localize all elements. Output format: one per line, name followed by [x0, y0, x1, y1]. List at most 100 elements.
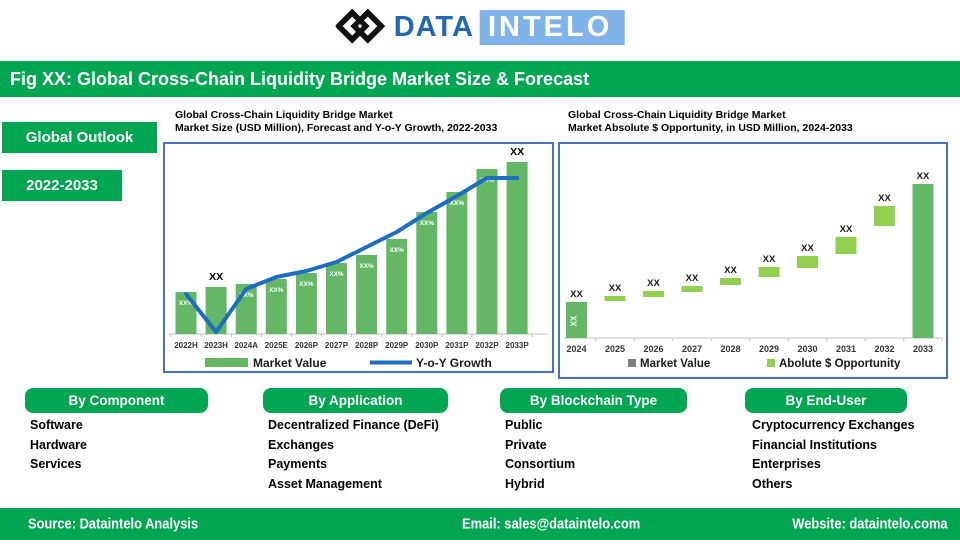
yoy-growth-line [184, 176, 520, 334]
left-chart-title: Global Cross-Chain Liquidity Bridge Mark… [175, 109, 497, 135]
legend-swatch-market-value [205, 358, 248, 367]
opportunity-step-2027 [681, 286, 703, 292]
opportunity-step-2031 [835, 237, 857, 254]
x-axis-label: 2027 [682, 344, 702, 354]
right-chart-title-line1: Global Cross-Chain Liquidity Bridge Mark… [568, 109, 786, 121]
market-value-bar-2027P [326, 263, 347, 334]
bar-value-label: XX [724, 265, 737, 276]
segment-item: Hybrid [505, 476, 545, 491]
footer-bar: Source: Dataintelo Analysis Email: sales… [0, 508, 960, 540]
segment-item: Asset Management [268, 476, 382, 491]
bar-value-label: XX% [329, 271, 344, 278]
bar-value-label: XX% [389, 247, 404, 254]
market-value-bar-2028P [356, 255, 378, 334]
opportunity-chart: XX XX 2024 XX 2025 XX 2026 XX 2027 XX 2028 XX 2029 XX… [558, 142, 948, 379]
opportunity-step-2026 [643, 291, 664, 297]
opportunity-step-2029 [758, 267, 780, 277]
bar-value-label: XX% [359, 263, 374, 270]
market-value-bar-2033P [506, 162, 528, 334]
right-chart-title: Global Cross-Chain Liquidity Bridge Mark… [568, 109, 853, 135]
segment-item: Others [752, 476, 793, 491]
bar-value-label: XX [801, 243, 814, 254]
logo-text-intelo: INTELO [479, 9, 625, 45]
legend-swatch-opportunity [767, 359, 775, 367]
segment-item: Financial Institutions [752, 437, 878, 452]
left-chart-title-line1: Global Cross-Chain Liquidity Bridge Mark… [175, 109, 393, 121]
opportunity-step-2030 [797, 256, 818, 268]
x-axis-label: 2030 [797, 344, 817, 354]
x-axis-label: 2026 [643, 344, 663, 354]
x-axis-label: 2028 [720, 344, 740, 354]
market-size-combo-chart: XX% 2022H 2023H XX% 2024A XX% 2025E XX% 2026P XX%… [169, 146, 548, 370]
market-value-bar-2022H [175, 292, 197, 334]
segment-header-application: By Application [263, 388, 448, 413]
legend-label-market-value: Market Value [253, 356, 327, 370]
x-axis-label: 2031 [836, 344, 856, 354]
figure-title: Fig XX: Global Cross-Chain Liquidity Bri… [10, 69, 590, 89]
bar-value-label: XX% [239, 292, 254, 299]
market-value-bar-2030P [416, 212, 438, 334]
bar-value-label: XX [840, 224, 853, 235]
segment-header-component: By Component [25, 388, 208, 413]
left-chart-title-line2: Market Size (USD Million), Forecast and … [175, 122, 498, 134]
segment-items-component: Software Hardware Services [30, 416, 87, 475]
legend-swatch-market-value [628, 359, 636, 367]
segment-items-end-user: Cryptocurrency Exchanges Financial Instit… [752, 416, 915, 494]
footer-website: Website: dataintelo.coma [792, 515, 948, 533]
x-axis-label: 2025E [265, 341, 289, 350]
x-axis-label: 2028P [355, 341, 379, 350]
segment-item: Decentralized Finance (DeFi) [268, 418, 439, 432]
segment-item: Services [30, 457, 82, 471]
bar-value-label: XX% [450, 200, 465, 207]
x-axis-label: 2031P [445, 341, 469, 350]
market-value-bar-2029P [386, 239, 408, 334]
bar-inner-label: XX [570, 315, 579, 326]
market-value-bar-2025E [265, 279, 287, 334]
x-axis-label: 2033 [913, 344, 933, 354]
market-value-bar-2031P [446, 192, 468, 334]
bar-value-label: XX [570, 289, 583, 300]
x-axis-label: 2030P [415, 341, 439, 350]
segment-items-application: Decentralized Finance (DeFi) Exchanges Pay… [268, 416, 439, 494]
segment-item: Software [30, 418, 83, 432]
x-axis-label: 2025 [605, 344, 625, 354]
x-axis-label: 2029P [385, 341, 409, 350]
footer-email: Email: sales@dataintelo.com [462, 515, 641, 533]
market-size-chart: XX% 2022H 2023H XX% 2024A XX% 2025E XX% 2026P XX%… [163, 142, 554, 373]
bar-value-label: XX% [420, 220, 435, 227]
x-axis-label: 2023H [204, 341, 228, 350]
segment-item: Payments [268, 457, 328, 471]
segment-header-blockchain-type: By Blockchain Type [500, 388, 687, 413]
x-axis-label: 2022H [174, 341, 198, 350]
bar-value-label: XX [917, 171, 930, 182]
segment-header-text: By Blockchain Type [529, 393, 658, 408]
market-value-bar-2032P [476, 169, 498, 334]
segment-items-blockchain-type: Public Private Consortium Hybrid [505, 416, 575, 494]
bar-value-label: XX% [480, 177, 495, 184]
segment-item: Consortium [505, 457, 576, 471]
opportunity-step-2032 [874, 206, 895, 226]
market-value-bar-2023H [205, 287, 227, 334]
forecast-period-text: 2022-2033 [26, 177, 98, 194]
right-chart-title-line2: Market Absolute $ Opportunity, in USD Mi… [568, 122, 853, 134]
market-value-column-2033 [912, 184, 934, 338]
segment-item: Public [505, 418, 543, 432]
opportunity-step-2025 [604, 296, 626, 301]
footer-source: Source: Dataintelo Analysis [28, 515, 199, 533]
logo-text-data: DATA [393, 10, 474, 43]
segment-header-end-user: By End-User [745, 388, 907, 413]
segment-item: Cryptocurrency Exchanges [752, 418, 915, 432]
x-axis-label: 2032P [475, 341, 499, 350]
bar-value-label: XX [647, 278, 660, 289]
legend-label-market-value: Market Value [640, 358, 710, 370]
opportunity-step-2028 [720, 278, 741, 285]
x-axis-label: 2032 [874, 344, 894, 354]
global-outlook-text: Global Outlook [25, 129, 134, 146]
legend-label-yoy-growth: Y-o-Y Growth [416, 356, 492, 370]
segment-item: Enterprises [752, 457, 821, 471]
forecast-period-label: 2022-2033 [2, 170, 122, 201]
segment-header-text: By End-User [785, 393, 867, 408]
segment-header-text: By Application [308, 393, 403, 408]
bar-value-label: XX [609, 283, 622, 294]
callout-label: XX [510, 146, 524, 158]
